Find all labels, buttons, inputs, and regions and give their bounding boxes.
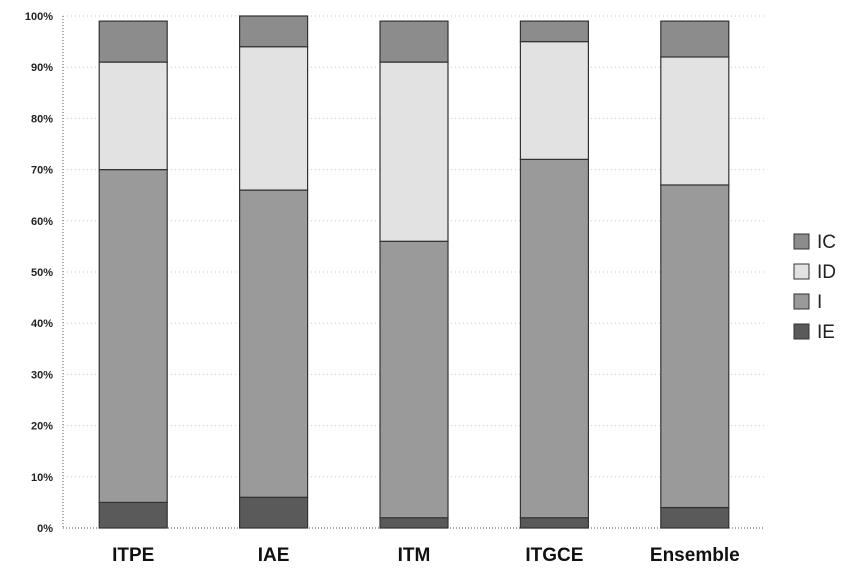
- legend-swatch-ic: [793, 233, 810, 250]
- x-tick-label: ITPE: [112, 545, 154, 566]
- y-tick-label: 10%: [31, 472, 53, 484]
- grid-layer: [62, 15, 765, 529]
- bar-segment-ic-itpe: [98, 20, 168, 63]
- legend-swatch-ie: [793, 323, 810, 340]
- bar-segment-i-itm: [379, 240, 449, 519]
- y-tick-label: 80%: [31, 113, 53, 125]
- bar-segment-i-itpe: [98, 169, 168, 503]
- y-tick-label: 30%: [31, 369, 53, 381]
- x-tick-label: IAE: [258, 545, 290, 566]
- legend-label-ie: IE: [817, 322, 835, 343]
- y-tick-label: 100%: [25, 11, 53, 23]
- x-axis-ticks: ITPE IAE ITM ITGCE Ensemble: [112, 545, 740, 566]
- bar-segment-ie-itm: [379, 517, 449, 529]
- bar-segment-ie-itpe: [98, 501, 168, 529]
- bar-segment-ie-iae: [239, 496, 309, 529]
- bar-segment-i-ensemble: [660, 184, 730, 509]
- bar-segment-id-itm: [379, 61, 449, 242]
- bar-segment-ic-itgce: [519, 20, 590, 43]
- y-tick-label: 40%: [31, 318, 53, 330]
- y-tick-label: 20%: [31, 421, 53, 433]
- bar-segment-ic-ensemble: [660, 20, 730, 58]
- bars-layer: [98, 15, 730, 529]
- y-tick-label: 60%: [31, 216, 53, 228]
- legend-label-i: I: [817, 292, 822, 313]
- bar-segment-id-itpe: [98, 61, 168, 171]
- x-tick-label: ITGCE: [525, 545, 583, 566]
- bar-segment-ic-itm: [379, 20, 449, 63]
- bar-segment-i-itgce: [519, 158, 590, 519]
- legend-label-ic: IC: [817, 232, 836, 253]
- legend-label-id: ID: [817, 262, 836, 283]
- y-tick-label: 0%: [37, 523, 53, 535]
- y-tick-label: 70%: [31, 165, 53, 177]
- bar-segment-id-itgce: [519, 40, 590, 160]
- bar-segment-ie-itgce: [519, 517, 590, 529]
- legend: IC ID I IE: [793, 232, 836, 343]
- bar-segment-ie-ensemble: [660, 506, 730, 529]
- y-tick-label: 50%: [31, 267, 53, 279]
- y-axis-ticks: 0% 10% 20% 30% 40% 50% 60% 70% 80% 90% 100%: [25, 11, 53, 535]
- bar-segment-id-ensemble: [660, 56, 730, 186]
- legend-swatch-id: [793, 263, 810, 280]
- legend-swatch-i: [793, 293, 810, 310]
- y-tick-label: 90%: [31, 62, 53, 74]
- x-tick-label: ITM: [398, 545, 431, 566]
- x-tick-label: Ensemble: [650, 545, 740, 566]
- bar-segment-id-iae: [239, 46, 309, 191]
- bar-segment-i-iae: [239, 189, 309, 498]
- bar-segment-ic-iae: [239, 15, 309, 48]
